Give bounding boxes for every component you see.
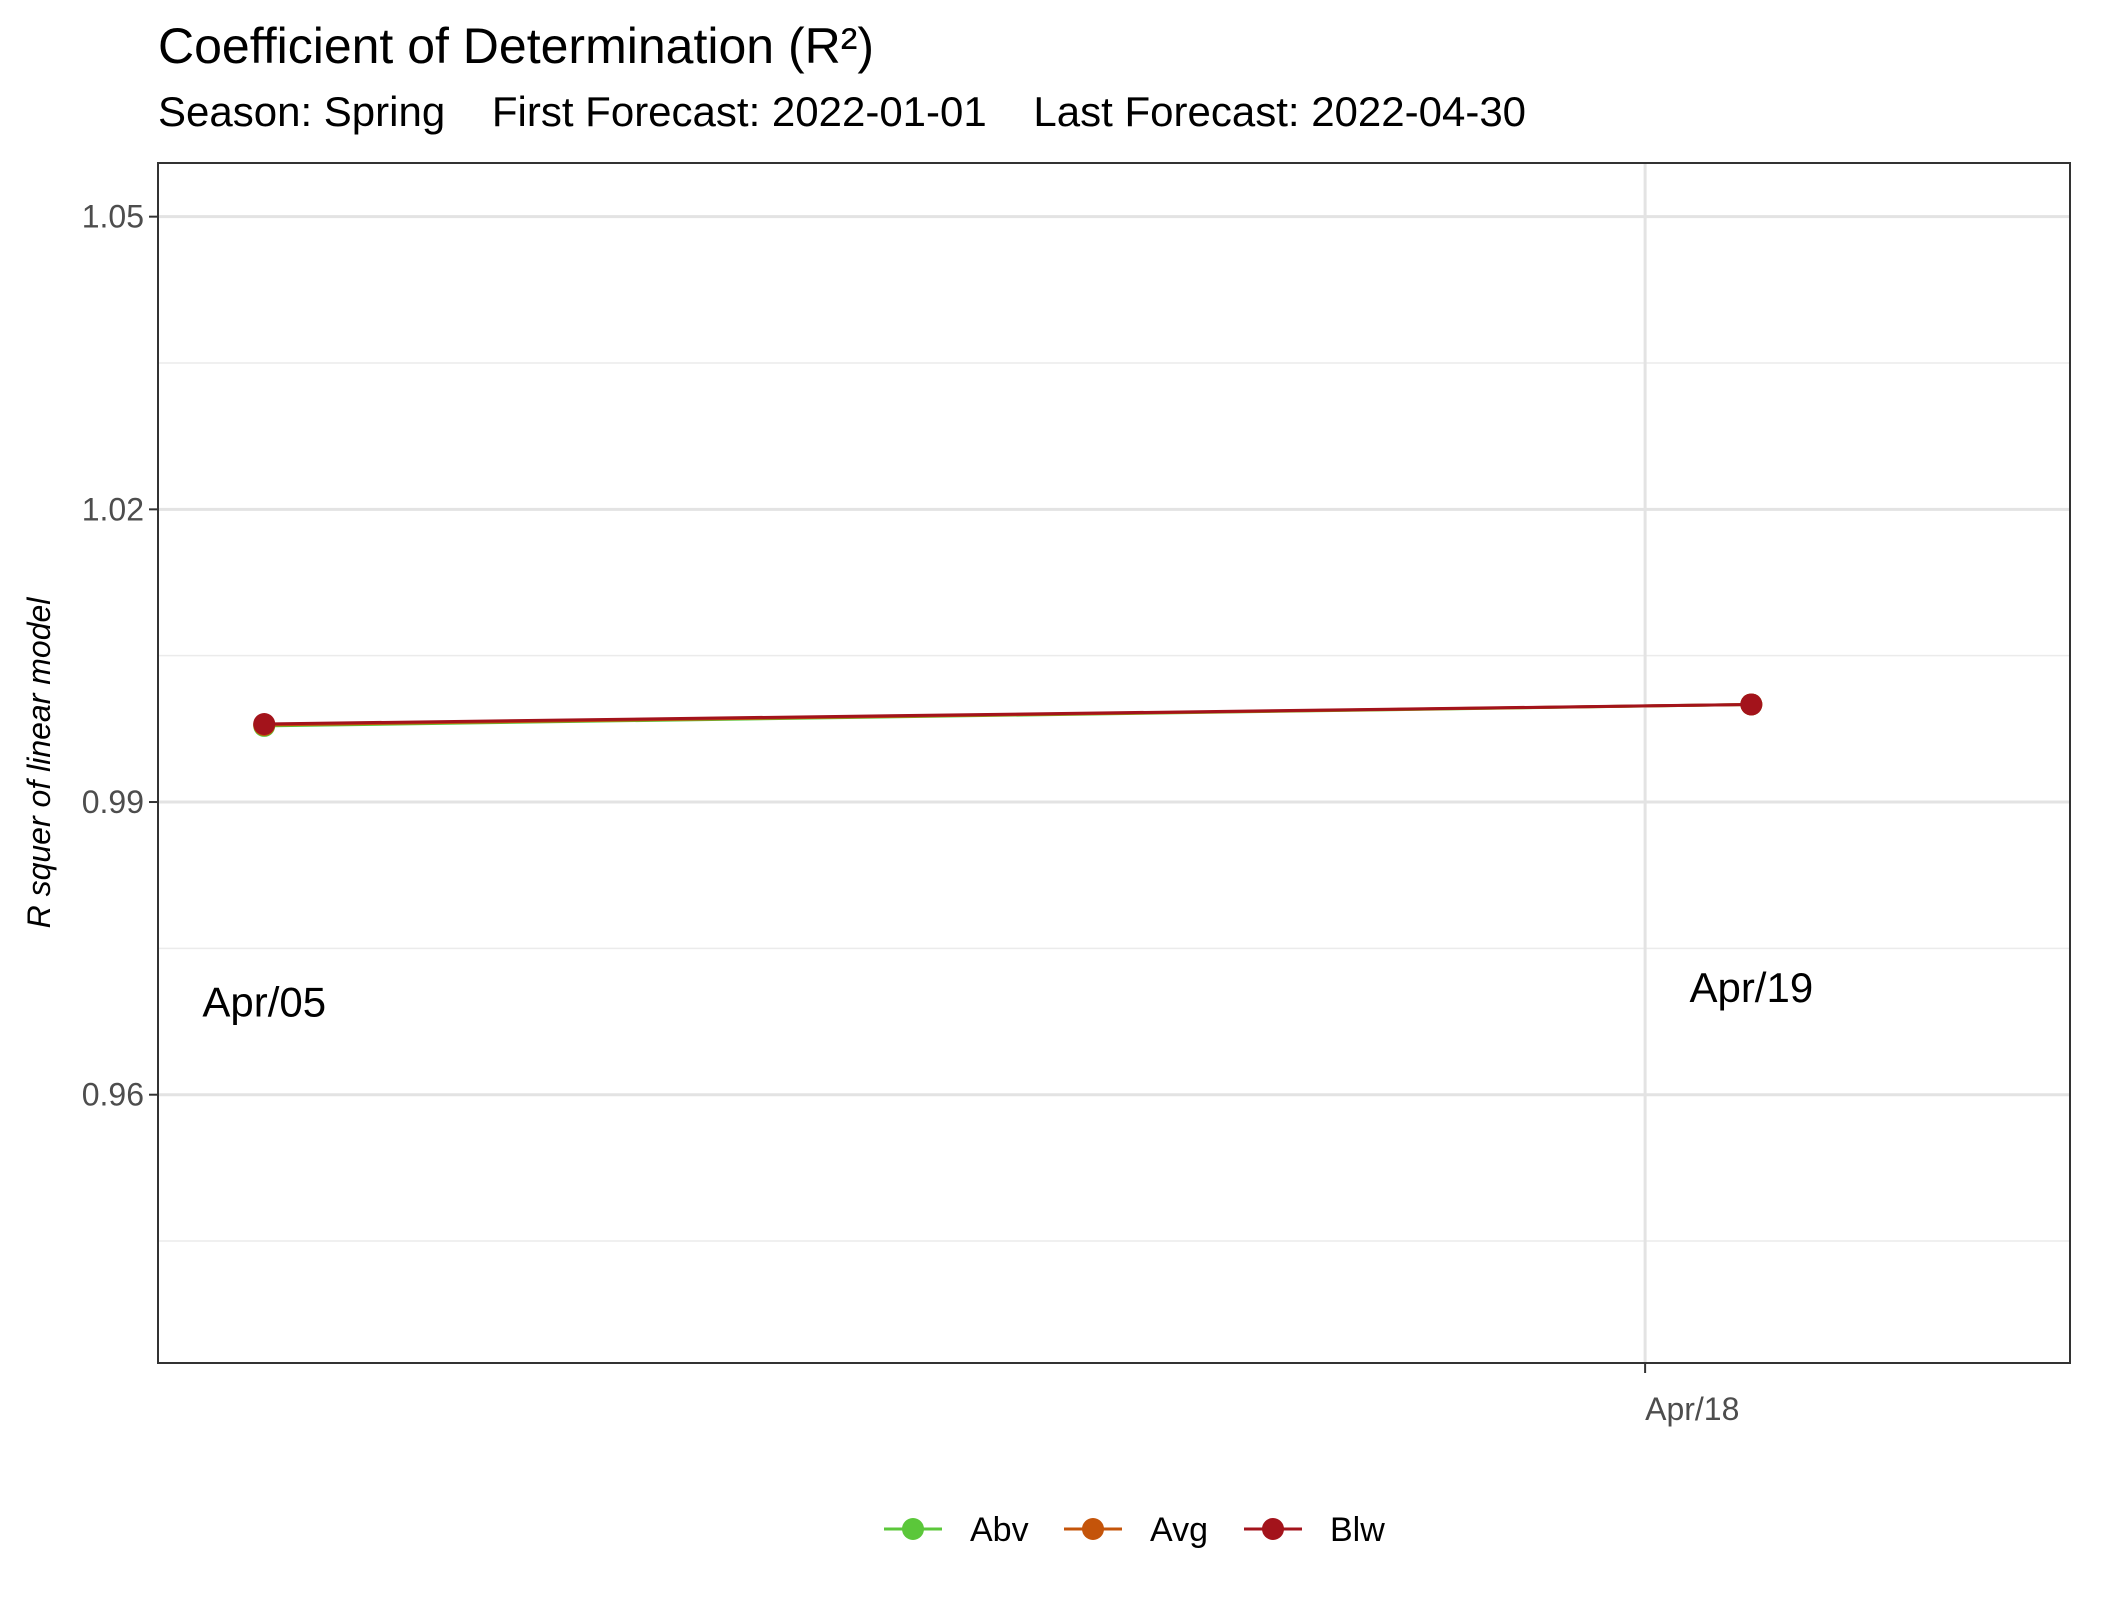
legend-label: Abv bbox=[970, 1511, 1029, 1549]
data-point-blw bbox=[1740, 693, 1763, 716]
series-lines bbox=[253, 693, 1763, 737]
legend-key-point bbox=[1082, 1518, 1104, 1540]
legend-key-point bbox=[1262, 1518, 1284, 1540]
data-point-blw bbox=[253, 712, 276, 735]
axes: 0.96 0.99 1.02 1.05 Apr/18 bbox=[82, 199, 1740, 1427]
legend-label: Avg bbox=[1150, 1511, 1208, 1549]
plot-panel-border bbox=[157, 162, 2071, 1364]
x-tick-label: Apr/18 bbox=[1645, 1391, 1739, 1427]
annotation-label: Apr/05 bbox=[202, 979, 326, 1026]
y-tick-label: 1.05 bbox=[82, 199, 144, 235]
legend: Abv Avg Blw bbox=[884, 1511, 1385, 1549]
grid-lines bbox=[158, 163, 2070, 1363]
annotation-label: Apr/19 bbox=[1689, 964, 1813, 1011]
annotations: Apr/05 Apr/19 bbox=[202, 964, 1813, 1026]
y-tick-label: 0.99 bbox=[82, 784, 144, 820]
chart-subtitle: Season: Spring First Forecast: 2022-01-0… bbox=[158, 88, 1527, 135]
y-tick-label: 0.96 bbox=[82, 1077, 144, 1113]
legend-key-point bbox=[902, 1518, 924, 1540]
chart-title: Coefficient of Determination (R²) bbox=[158, 18, 875, 74]
legend-label: Blw bbox=[1330, 1511, 1385, 1549]
series-line-blw bbox=[264, 702, 1752, 726]
y-axis-title: R squer of linear model bbox=[21, 597, 57, 929]
y-tick-label: 1.02 bbox=[82, 491, 144, 527]
